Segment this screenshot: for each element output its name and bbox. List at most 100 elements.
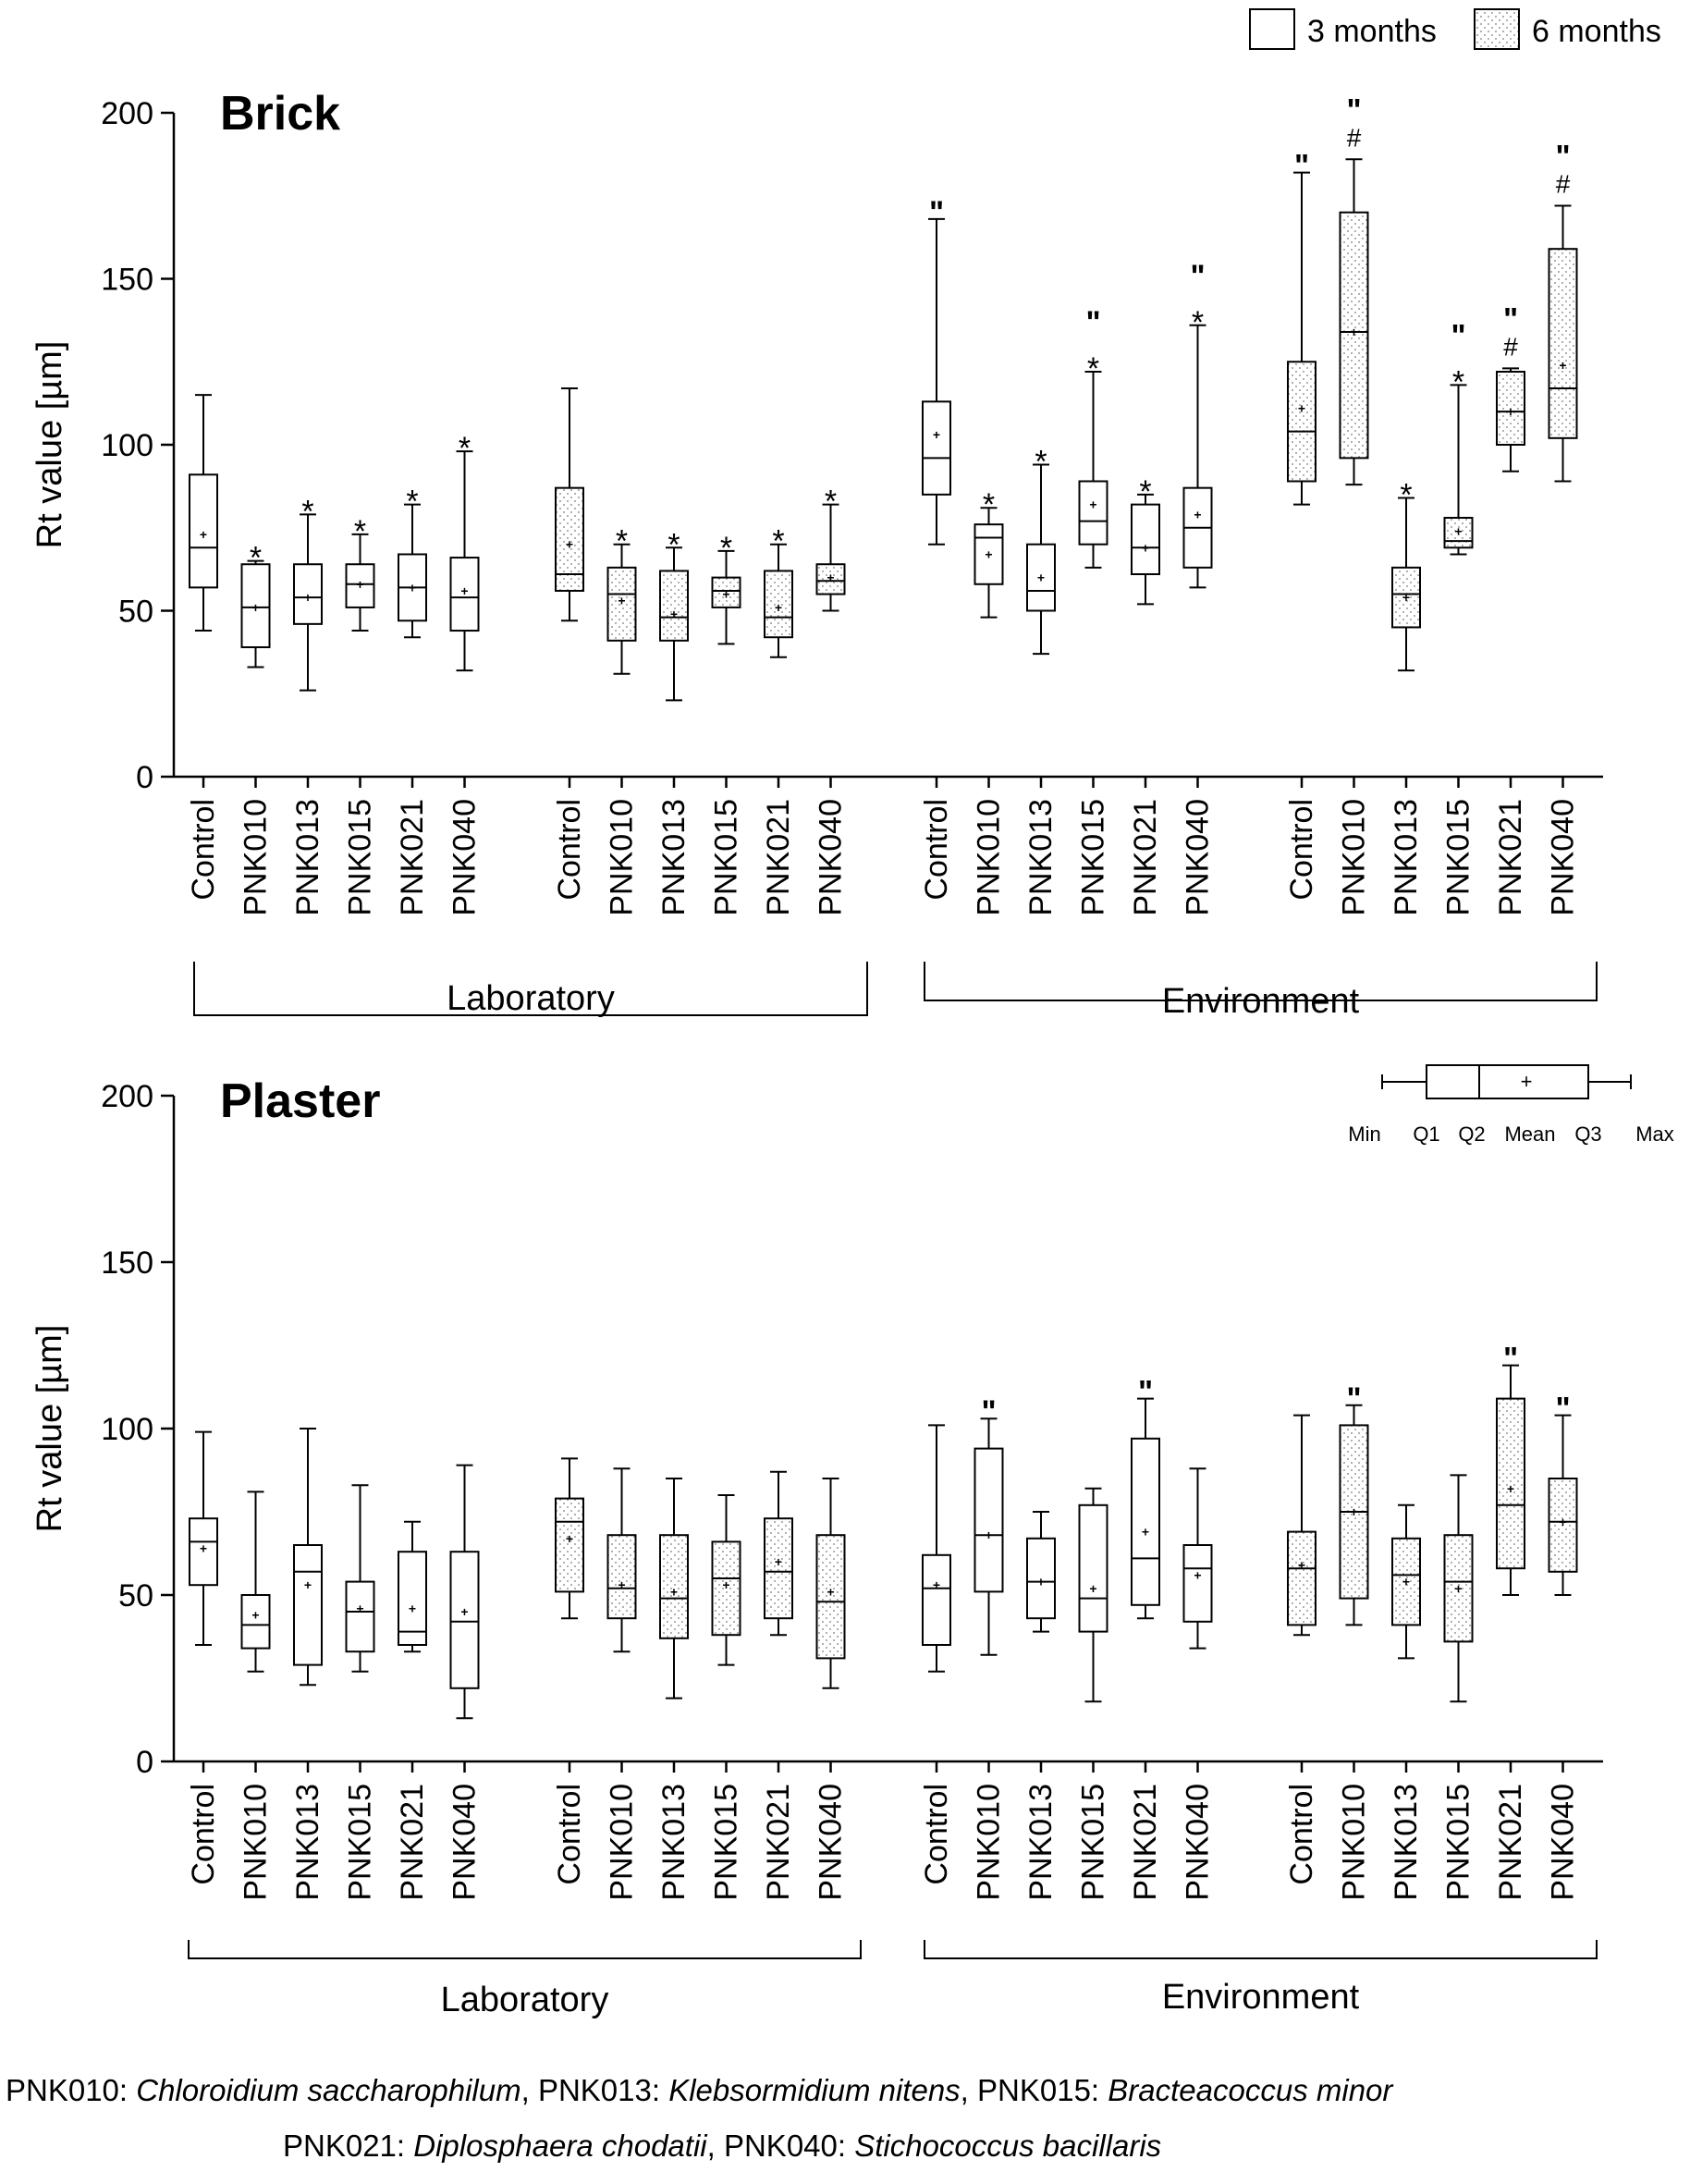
sig-asterisk: * [354,514,366,549]
mean-mark: + [827,571,834,585]
box-pnk013: + PNK013 [656,1478,692,1901]
category-label: PNK015 [1441,1784,1476,1901]
y-tick-label: 200 [101,96,153,131]
y-tick-label: 0 [136,1745,153,1780]
mean-mark: + [1454,1581,1462,1596]
category-label: PNK010 [605,799,640,916]
category-label: PNK015 [343,799,378,916]
mean-mark: + [1089,1581,1096,1596]
box-iqr [449,557,480,632]
box-pnk010: + #" PNK010 [1337,92,1372,915]
group-bracket-environment [924,962,1598,1001]
box-iqr [1131,503,1160,576]
box-iqr [606,566,637,642]
box-iqr [345,1580,375,1653]
sig-asterisk: * [459,431,471,466]
footnote-species: Bracteacoccus minor [1108,2073,1393,2107]
sig-hash: # [1503,332,1518,361]
box-iqr [1026,1537,1056,1620]
category-label: PNK010 [972,1784,1007,1901]
category-label: PNK015 [343,1784,378,1901]
mean-mark: + [200,527,207,542]
mean-mark: + [1350,325,1357,339]
box-control: + " Control [919,195,954,901]
sig-ditto: " [981,1394,996,1429]
mean-mark: + [304,590,312,605]
box-iqr [1078,1503,1108,1633]
box-iqr [293,1544,323,1666]
key-label-q2: Q2 [1458,1123,1485,1146]
category-label: PNK013 [1023,799,1059,916]
box-control: + Control [1284,1414,1319,1885]
box-iqr [555,1497,584,1593]
box-iqr [1287,361,1316,483]
mean-mark: + [1194,507,1201,521]
group-bracket-laboratory [193,962,868,1016]
key-mean-mark: + [1521,1070,1533,1093]
mean-mark: + [1142,540,1149,555]
box-iqr [1548,1478,1578,1573]
category-label: PNK010 [239,1784,274,1901]
sig-hash: # [1347,123,1362,152]
category-label: Control [186,799,221,901]
box-pnk040: + #" PNK040 [1546,140,1581,916]
mean-mark: + [1350,1504,1357,1519]
sig-ditto: " [1451,318,1465,353]
mean-mark: + [356,1601,363,1615]
box-control: + Control [186,1430,221,1885]
sig-asterisk: * [1087,351,1099,386]
category-label: PNK013 [1389,1784,1424,1901]
legend-label-2: 6 months [1532,14,1661,49]
box-pnk013: + * PNK013 [1023,445,1059,916]
category-label: PNK040 [1181,799,1216,916]
box-iqr [345,563,375,608]
sig-ditto: " [929,195,944,230]
mean-mark: + [933,427,940,442]
y-tick-label: 150 [101,263,153,298]
box-pnk021: + PNK021 [761,1470,796,1901]
mean-mark: + [1037,1575,1045,1589]
box-iqr [711,576,741,608]
key-label-q3: Q3 [1574,1123,1601,1146]
sig-asterisk: * [1035,445,1047,480]
box-pnk010: + " PNK010 [972,1394,1007,1900]
sig-asterisk: * [1400,477,1412,512]
footnote-code: PNK021: [283,2129,414,2163]
category-label: PNK010 [605,1784,640,1901]
box-iqr [1443,516,1474,549]
box-iqr [189,473,218,589]
mean-mark: + [670,607,678,621]
mean-mark: + [566,1531,573,1546]
mean-mark: + [1194,1567,1201,1582]
mean-mark: + [775,1554,782,1569]
sig-asterisk: * [825,485,837,520]
box-pnk040: + " PNK040 [1546,1392,1581,1901]
box-pnk040: + * " PNK040 [1181,259,1216,916]
category-label: PNK021 [1493,1784,1528,1901]
sig-ditto: " [1503,301,1518,337]
y-tick-label: 150 [101,1245,153,1281]
category-label: Control [552,799,587,901]
box-iqr [815,1534,846,1660]
box-iqr [922,1553,951,1647]
box-pnk021: + " PNK021 [1493,1342,1528,1901]
sig-ditto: " [1190,259,1205,294]
mean-mark: + [1507,1481,1514,1496]
mean-mark: + [1402,590,1410,605]
category-label: Control [1284,1784,1319,1885]
footnote-species: Chloroidium saccharophilum [136,2073,521,2107]
box-control: + Control [919,1424,954,1885]
mean-mark: + [1454,523,1462,538]
mean-mark: + [460,1604,468,1619]
category-label: PNK013 [1023,1784,1059,1901]
box-iqr [449,1551,480,1689]
box-iqr [189,1517,218,1587]
footnote-species: Stichococcus bacillaris [854,2129,1162,2163]
box-pnk013: + PNK013 [290,1428,325,1901]
box-iqr [974,523,1004,585]
category-label: Control [186,1784,221,1885]
mean-mark: + [618,594,625,608]
box-iqr [1182,1544,1213,1623]
box-iqr [922,400,951,496]
